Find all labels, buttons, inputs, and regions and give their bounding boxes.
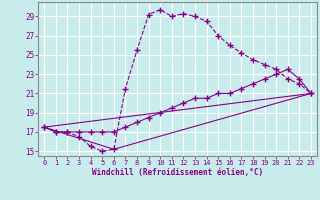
X-axis label: Windchill (Refroidissement éolien,°C): Windchill (Refroidissement éolien,°C) [92, 168, 263, 177]
